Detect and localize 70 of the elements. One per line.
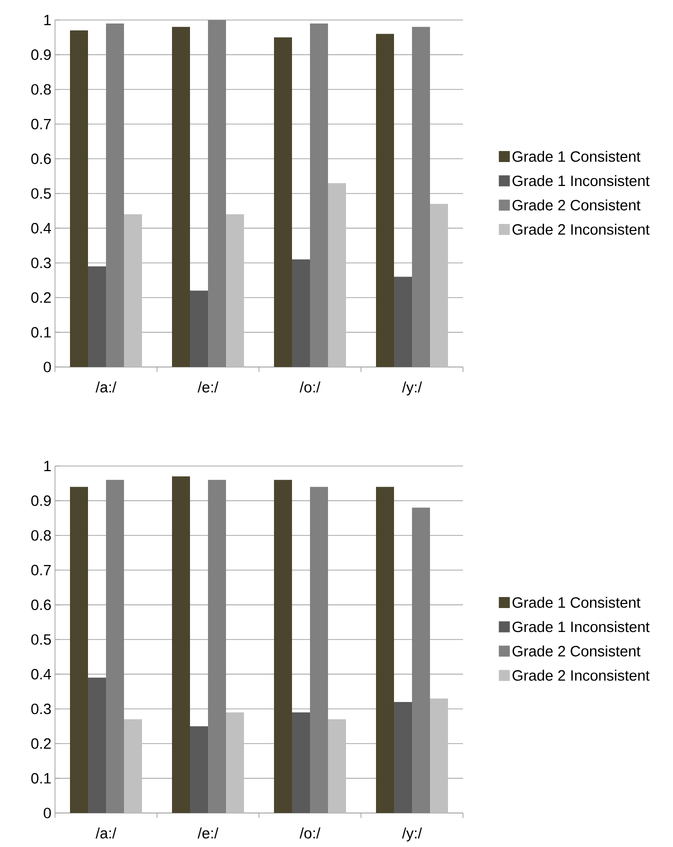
- y-tick-label: 0.5: [31, 634, 51, 645]
- legend-label: Grade 2 Inconsistent: [512, 670, 650, 681]
- bar: [70, 30, 88, 367]
- bar: [226, 712, 244, 813]
- bar: [394, 276, 412, 367]
- legend-label: Grade 1 Inconsistent: [512, 621, 650, 632]
- bar: [70, 486, 88, 813]
- bar: [172, 26, 190, 367]
- bar: [124, 719, 142, 813]
- y-tick-label: 0.7: [31, 564, 51, 576]
- legend-label: Grade 1 Inconsistent: [512, 175, 650, 186]
- y-tick-label: 0.1: [31, 773, 51, 784]
- y-tick-label: 0.3: [31, 704, 51, 714]
- y-tick-label: 0.9: [31, 495, 51, 506]
- y-tick-label: 0.2: [31, 292, 51, 303]
- bar: [226, 214, 244, 367]
- bar: [328, 183, 346, 367]
- y-tick-label: 0.7: [31, 118, 51, 130]
- y-tick-label: 1: [44, 14, 51, 26]
- bar: [172, 476, 190, 813]
- bar: [328, 719, 346, 813]
- bar: [412, 508, 430, 813]
- bar: [106, 480, 124, 813]
- x-tick-label: /y:/: [402, 828, 422, 842]
- bar: [292, 259, 310, 367]
- y-tick-label: 0.4: [31, 222, 52, 234]
- bar: [292, 712, 310, 813]
- y-tick-label: 0.6: [31, 600, 51, 610]
- x-tick-label: /e:/: [198, 382, 218, 392]
- y-tick-label: 0.1: [31, 326, 51, 338]
- y-tick-label: 0.6: [31, 153, 51, 164]
- bar: [208, 480, 226, 813]
- bar: [430, 204, 448, 367]
- bar: [190, 290, 208, 367]
- bar: [376, 486, 394, 813]
- bar: [190, 726, 208, 813]
- y-tick-label: 0.2: [31, 738, 51, 749]
- y-tick-label: 1: [44, 460, 51, 472]
- y-tick-label: 0.8: [31, 84, 51, 95]
- legend-label: Grade 2 Inconsistent: [512, 224, 650, 235]
- bar: [88, 678, 106, 813]
- legend-label: Grade 2 Consistent: [512, 645, 640, 656]
- y-tick-label: 0: [44, 362, 51, 372]
- bar: [430, 698, 448, 813]
- legend-label: Grade 1 Consistent: [512, 150, 640, 162]
- x-tick-label: /o:/: [300, 828, 320, 838]
- bar: [208, 20, 226, 367]
- legend-label: Grade 1 Consistent: [512, 596, 640, 608]
- bar: [274, 480, 292, 813]
- x-tick-label: /a:/: [96, 382, 116, 392]
- bar: [310, 23, 328, 367]
- bar: [310, 486, 328, 813]
- x-tick-label: /a:/: [96, 828, 116, 838]
- y-tick-label: 0: [44, 808, 51, 818]
- bar: [88, 266, 106, 367]
- y-tick-label: 0.8: [31, 530, 51, 541]
- bar: [106, 23, 124, 367]
- x-tick-label: /o:/: [300, 382, 320, 392]
- bar: [274, 37, 292, 367]
- bar: [412, 26, 430, 367]
- y-tick-label: 0.3: [31, 258, 51, 268]
- y-tick-label: 0.9: [31, 49, 51, 60]
- y-tick-label: 0.5: [31, 188, 51, 199]
- bar: [394, 702, 412, 813]
- x-tick-label: /y:/: [402, 382, 422, 396]
- y-tick-label: 0.4: [31, 668, 52, 680]
- bar: [124, 214, 142, 367]
- x-tick-label: /e:/: [198, 828, 218, 838]
- bar: [376, 34, 394, 367]
- legend-label: Grade 2 Consistent: [512, 199, 640, 210]
